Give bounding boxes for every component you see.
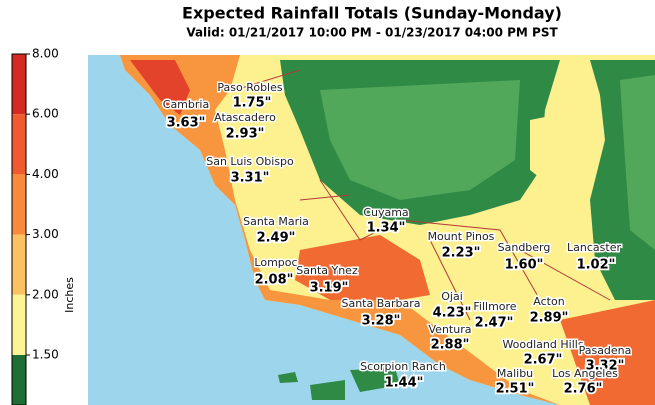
location-name: Cuyama bbox=[363, 206, 408, 219]
rainfall-amount: 2.88" bbox=[431, 338, 470, 353]
rainfall-amount: 2.49" bbox=[257, 231, 296, 246]
rainfall-amount: 1.75" bbox=[233, 96, 272, 111]
location-labels: Paso Robles 1.75" Cambria 3.63" Atascadero 2.… bbox=[161, 80, 633, 399]
rainfall-amount: 3.63" bbox=[167, 116, 206, 131]
location-name: Ojai bbox=[441, 290, 463, 303]
location-name: Ventura bbox=[429, 323, 472, 336]
location-name: Santa Ynez bbox=[296, 264, 358, 277]
colorbar-tick-label: 1.50 bbox=[32, 348, 59, 362]
location-name: Malibu bbox=[497, 367, 533, 380]
location-name: Pasadena bbox=[579, 344, 632, 357]
location-name: Scorpion Ranch bbox=[360, 360, 446, 373]
location-name: Fillmore bbox=[473, 300, 516, 313]
colorbar-tick-label: 4.00 bbox=[32, 167, 59, 181]
colorbar-tick-label: 8.00 bbox=[32, 47, 59, 61]
location-name: Atascadero bbox=[214, 111, 276, 124]
rainfall-amount: 4.23" bbox=[433, 306, 472, 321]
location-name: San Luis Obispo bbox=[206, 155, 294, 168]
rainfall-amount: 1.02" bbox=[577, 258, 616, 273]
rainfall-amount: 2.08" bbox=[255, 273, 294, 288]
rainfall-amount: 2.89" bbox=[530, 311, 569, 326]
colorbar-segment bbox=[12, 294, 26, 355]
location-name: Woodland Hills bbox=[502, 338, 583, 351]
subtitle: Valid: 01/21/2017 10:00 PM - 01/23/2017 … bbox=[186, 26, 558, 40]
rainfall-amount: 2.47" bbox=[475, 316, 514, 331]
rainfall-amount: 1.44" bbox=[385, 376, 424, 391]
rainfall-amount: 2.67" bbox=[524, 353, 563, 368]
colorbar-segment bbox=[12, 114, 26, 175]
colorbar-segment bbox=[12, 234, 26, 295]
colorbar-tick-label: 2.00 bbox=[32, 287, 59, 301]
rainfall-amount: 2.93" bbox=[226, 127, 265, 142]
colorbar-segment bbox=[12, 355, 26, 405]
location-name: Santa Barbara bbox=[341, 297, 420, 310]
location-name: Cambria bbox=[163, 98, 209, 111]
colorbar-frame bbox=[11, 53, 27, 405]
colorbar-tick-label: 6.00 bbox=[32, 107, 59, 121]
rainfall-map bbox=[88, 55, 655, 405]
rainfall-amount: 2.51" bbox=[496, 382, 535, 397]
location-name: Acton bbox=[533, 295, 564, 308]
rainfall-amount: 3.28" bbox=[362, 314, 401, 329]
rainfall-amount: 3.32" bbox=[586, 359, 625, 374]
rainfall-amount: 2.76" bbox=[564, 382, 603, 397]
colorbar-segment bbox=[12, 174, 26, 235]
location-name: Mount Pinos bbox=[428, 230, 495, 243]
location-name: Lancaster bbox=[567, 241, 621, 254]
location-name: Los Angeles bbox=[552, 367, 618, 380]
colorbar-label: Inches bbox=[63, 277, 76, 313]
rainfall-amount: 3.19" bbox=[310, 281, 349, 296]
colorbar-segment bbox=[12, 54, 26, 115]
rainfall-amount: 1.34" bbox=[367, 221, 406, 236]
rainfall-amount: 3.31" bbox=[231, 171, 270, 186]
location-name: Sandberg bbox=[498, 241, 551, 254]
location-name: Lompoc bbox=[254, 256, 297, 269]
colorbar: 8.00 6.00 4.00 3.00 2.00 1.50 bbox=[11, 47, 59, 405]
colorbar-tick-label: 3.00 bbox=[32, 227, 59, 241]
rainfall-amount: 1.60" bbox=[505, 258, 544, 273]
title: Expected Rainfall Totals (Sunday-Monday) bbox=[182, 4, 562, 23]
rainfall-amount: 2.23" bbox=[442, 246, 481, 261]
location-name: Paso Robles bbox=[217, 81, 283, 94]
location-name: Santa Maria bbox=[243, 215, 309, 228]
